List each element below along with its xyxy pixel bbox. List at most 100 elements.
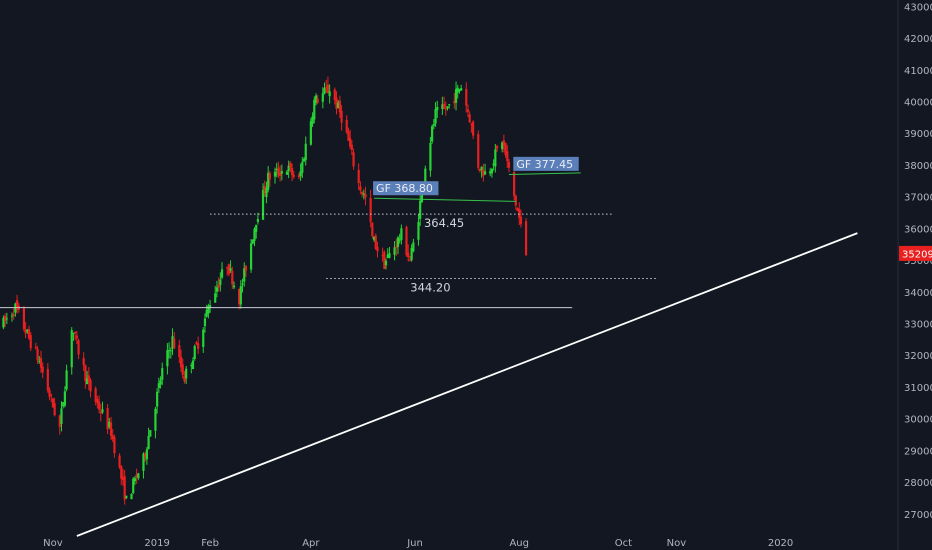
candle-body [352,152,355,167]
y-tick-label: 28000 [904,478,932,489]
candle-body [333,89,336,101]
candle-body [62,402,65,407]
candle-body [10,315,14,317]
candle-body [84,365,87,382]
candle-body [191,360,195,370]
candle-body [419,200,422,219]
candle-body [173,338,176,349]
candle-body [466,109,470,112]
candle-body [340,110,343,123]
candle-body [381,255,384,257]
candle-body [137,473,140,479]
candle-body [504,142,507,155]
y-tick-label: 33000 [904,320,932,331]
candle-body [444,107,447,110]
last-price-tag: 35209 [899,245,932,261]
candle-body [178,344,181,358]
candle-body [410,247,413,261]
candle-body [501,142,504,150]
candle-body [265,187,268,198]
candle-body [432,123,435,126]
candle-body [297,175,301,178]
candle-body [357,169,360,184]
candle-body [398,239,401,241]
candle-body [24,329,27,334]
candle-body [220,269,224,278]
candle-body [454,89,458,103]
y-tick-label: 29000 [904,446,932,457]
candle-body [360,191,364,195]
candle-body [448,104,451,106]
candle-body [396,237,400,247]
candle-body [263,185,266,194]
candle-body [181,364,184,376]
candle-body [350,144,353,150]
candle-body [159,380,162,385]
candle-body [190,365,193,367]
candle-body [468,114,471,123]
annotations-layer: 364.45 344.20 GF 368.80 GF 377.45 [0,156,858,537]
candle-body [364,194,367,198]
candle-body [111,435,114,440]
candle-body [113,437,116,454]
candle-body [441,104,444,110]
candle-body [335,97,338,109]
y-tick-label: 35000 [904,256,932,267]
x-tick-label: 2020 [768,538,793,549]
candle-body [99,412,102,414]
candle-body [2,317,5,328]
candle-body [314,95,318,103]
y-tick-label: 37000 [904,193,932,204]
candle-body [516,208,519,212]
candle-body [458,89,461,92]
candle-body [215,287,219,292]
candle-body [41,366,44,373]
level-label: 364.45 [424,216,464,230]
candle-body [255,224,258,232]
candle-body [302,158,306,162]
candle-body [507,161,511,168]
candle-body [405,226,408,256]
candle-body [27,329,31,339]
candle-body [53,403,56,416]
candle-body [232,285,236,288]
gf-label: GF 368.80 [376,182,433,195]
candle-body [229,268,232,271]
candle-body [393,247,396,255]
candle-body [26,329,29,332]
candle-body [22,307,26,330]
candle-body [482,169,485,176]
candle-body [29,335,32,349]
candle-body [301,161,304,173]
candle-body [292,174,295,177]
candle-body [460,88,463,91]
candle-body [502,140,505,146]
candle-body [101,409,104,413]
x-tick-label: Nov [43,538,63,549]
candle-body [149,430,152,437]
candle-body [280,171,283,174]
candle-body [321,93,324,102]
candle-body [316,98,319,103]
candle-body [326,84,330,94]
candle-body [290,167,294,176]
candle-body [337,102,340,109]
candle-body [253,228,256,241]
candle-body [133,478,137,482]
candle-body [205,309,208,317]
candle-body [144,453,147,457]
candle-body [89,380,92,392]
candle-body [96,398,99,404]
candle-body [251,239,254,244]
candle-body [299,171,302,177]
x-tick-label: Apr [302,538,320,549]
candle-body [51,398,55,408]
candle-body [226,267,229,269]
candle-body [494,149,497,167]
candle-body [374,235,377,249]
candle-body [38,361,41,363]
candle-body [46,368,49,391]
y-tick-label: 27000 [904,510,932,521]
candle-body [369,197,372,222]
